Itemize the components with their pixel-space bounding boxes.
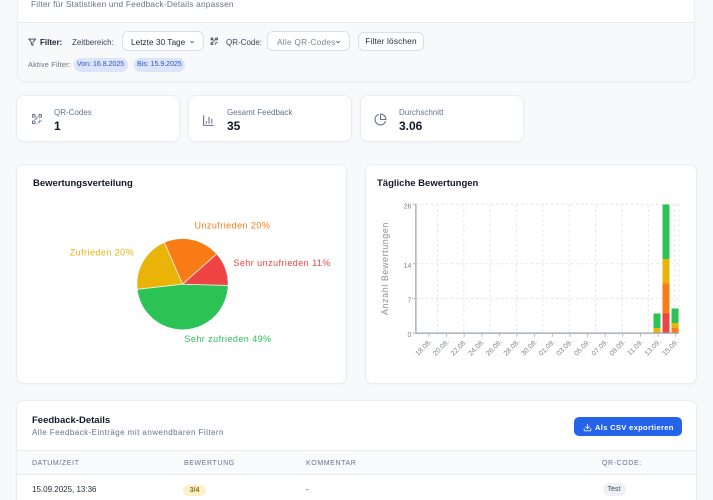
svg-text:7: 7 bbox=[407, 297, 411, 304]
svg-text:14: 14 bbox=[403, 262, 411, 269]
svg-text:13.09.: 13.09. bbox=[643, 338, 662, 357]
svg-text:Sehr unzufrieden 11%: Sehr unzufrieden 11% bbox=[233, 257, 330, 267]
svg-text:26.08.: 26.08. bbox=[485, 338, 504, 357]
svg-text:05.09.: 05.09. bbox=[573, 338, 592, 357]
svg-text:09.09.: 09.09. bbox=[608, 338, 627, 357]
svg-text:Sehr zufrieden 49%: Sehr zufrieden 49% bbox=[184, 334, 271, 344]
svg-text:18.08.: 18.08. bbox=[414, 338, 433, 357]
svg-text:0: 0 bbox=[407, 332, 411, 339]
svg-text:07.09.: 07.09. bbox=[591, 338, 610, 357]
svg-text:01.09.: 01.09. bbox=[538, 338, 557, 357]
svg-text:Anzahl Bewertungen: Anzahl Bewertungen bbox=[380, 222, 390, 315]
svg-text:03.09.: 03.09. bbox=[555, 338, 574, 357]
svg-text:20.08.: 20.08. bbox=[432, 338, 451, 357]
svg-text:22.08.: 22.08. bbox=[449, 338, 468, 357]
svg-text:24.08.: 24.08. bbox=[467, 338, 486, 357]
svg-text:Zufrieden 20%: Zufrieden 20% bbox=[70, 247, 134, 257]
svg-text:11.09.: 11.09. bbox=[626, 338, 644, 356]
svg-text:26: 26 bbox=[403, 203, 411, 210]
svg-text:15.09.: 15.09. bbox=[661, 338, 680, 357]
svg-text:28.08.: 28.08. bbox=[502, 338, 521, 357]
svg-text:Unzufrieden 20%: Unzufrieden 20% bbox=[195, 220, 271, 230]
svg-text:30.08.: 30.08. bbox=[520, 338, 539, 357]
